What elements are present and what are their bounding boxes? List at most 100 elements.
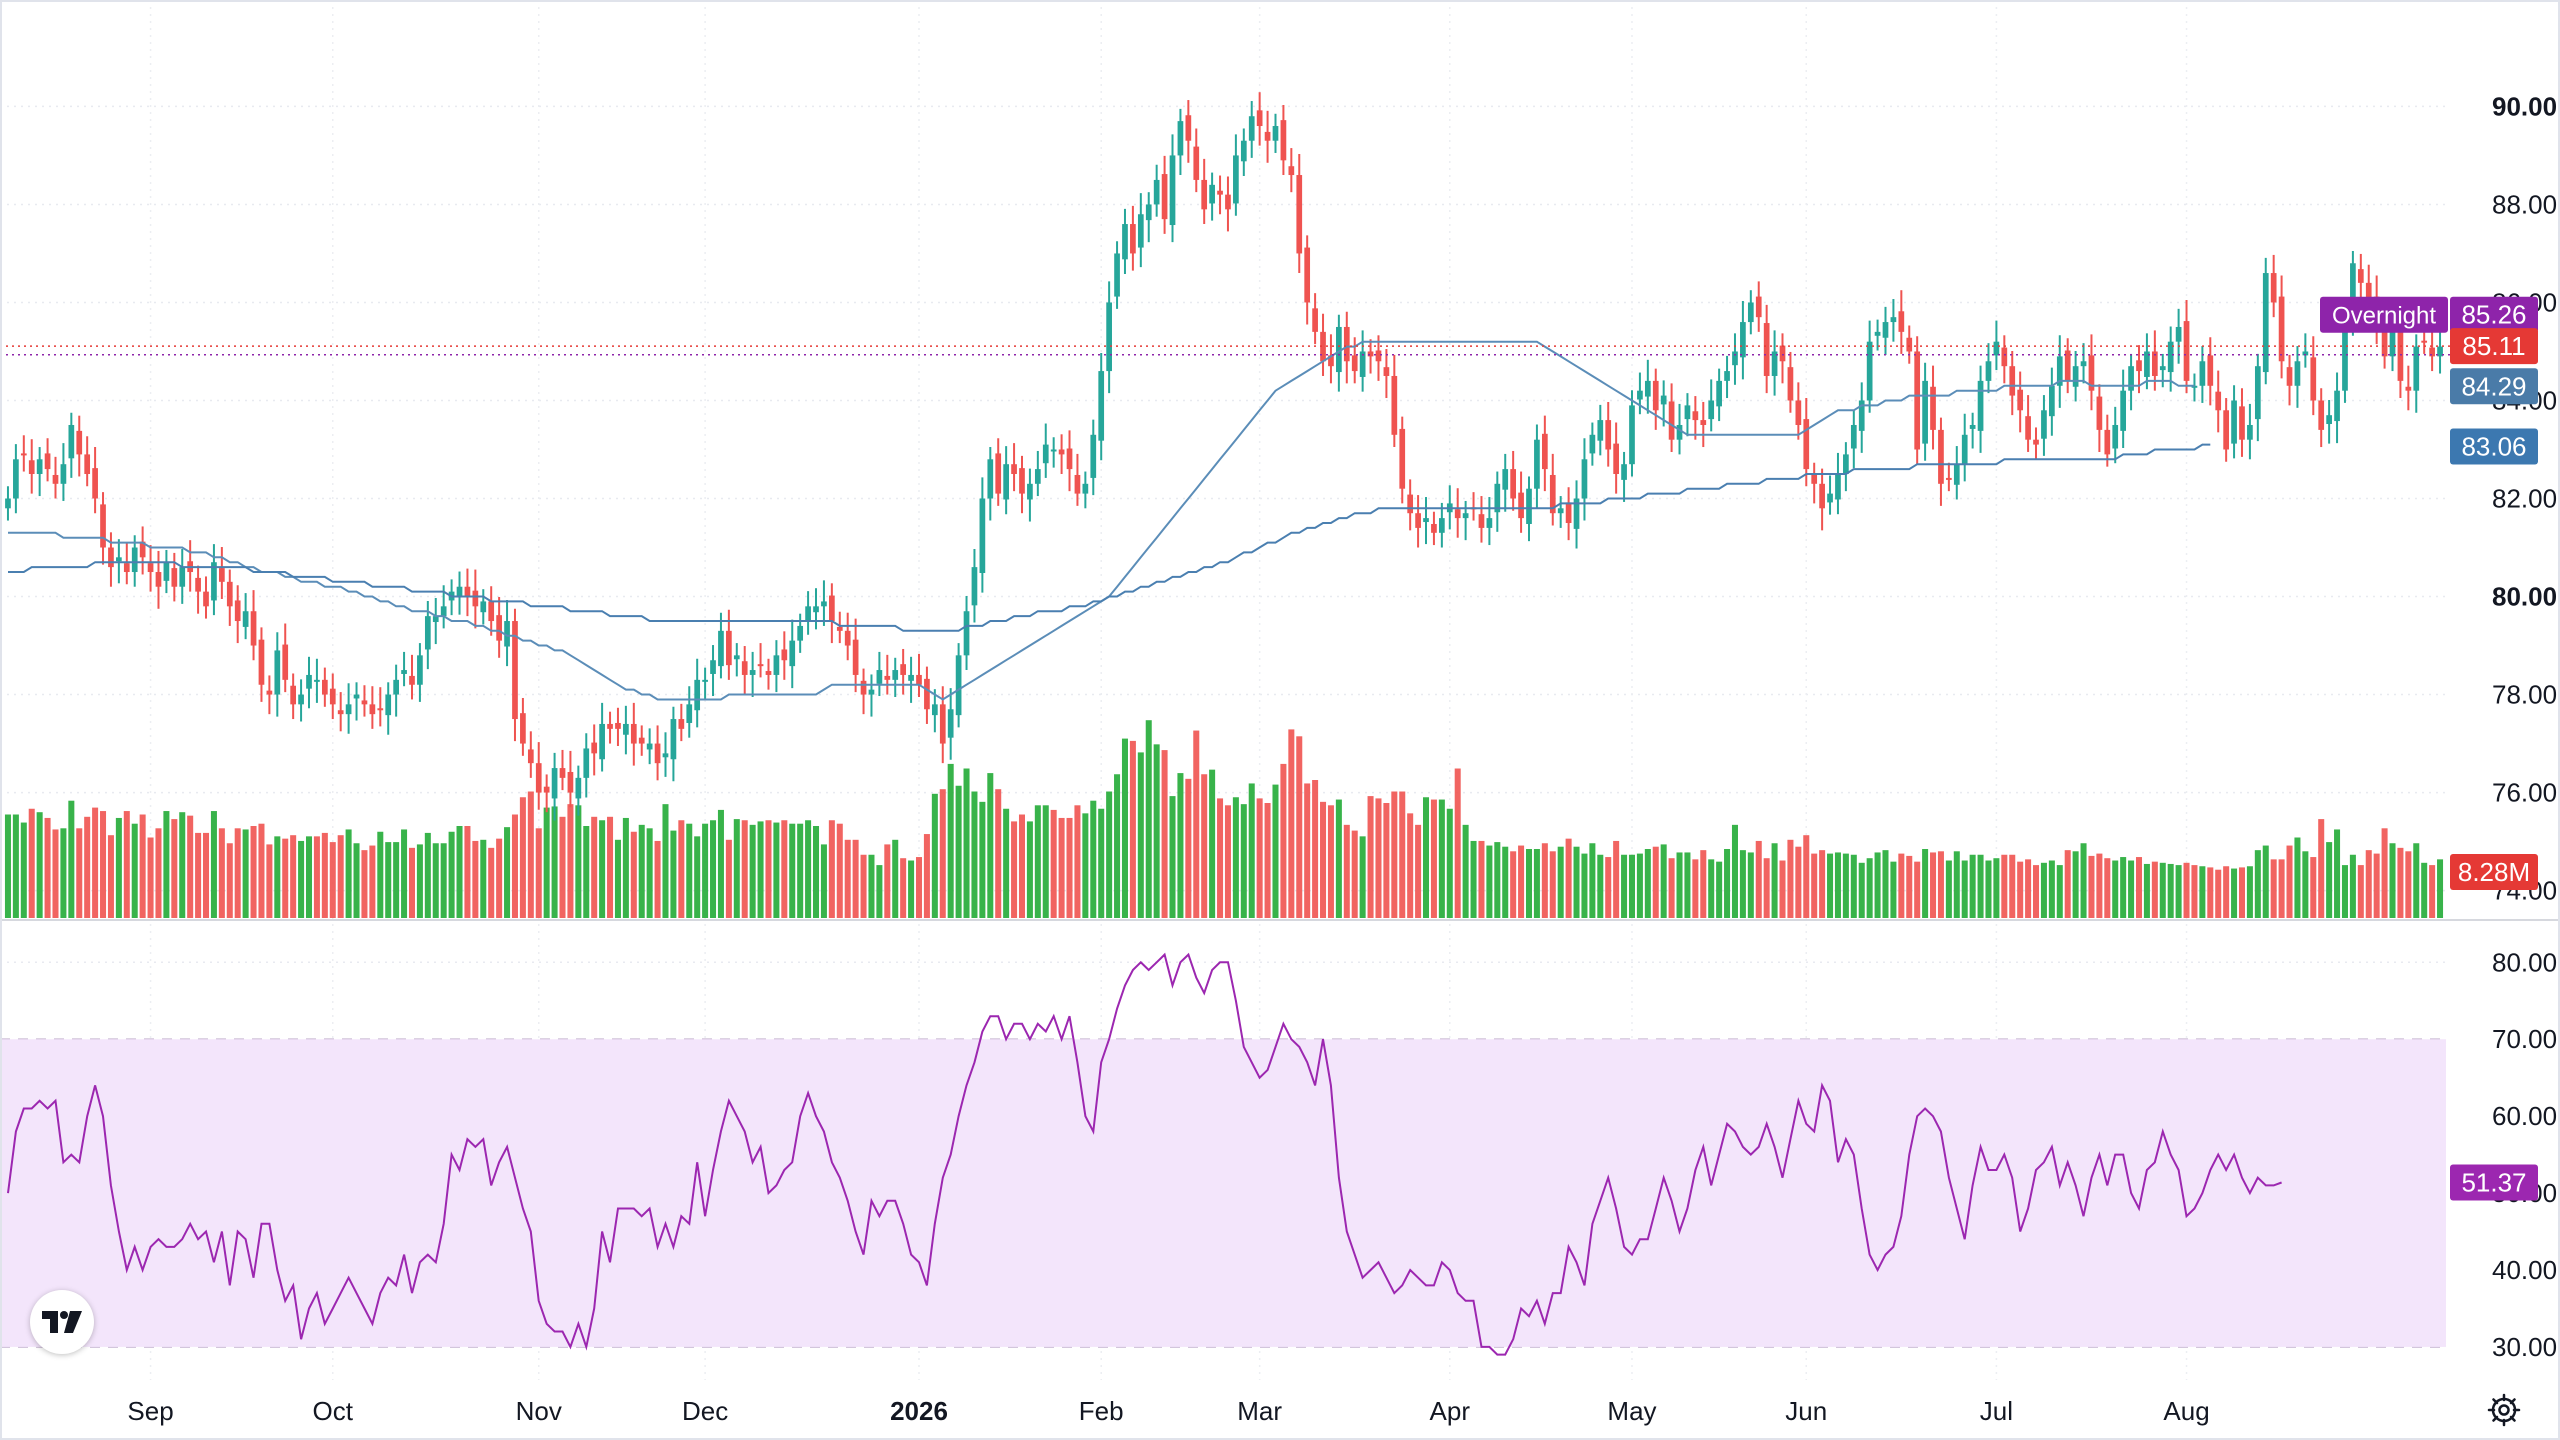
rsi-value-label: 51.37 (2461, 1168, 2526, 1198)
rsi-overbought-oversold-band (0, 1039, 2446, 1347)
volume-bar (1850, 854, 1857, 918)
candle-body (1336, 326, 1342, 373)
volume-bar (2088, 855, 2095, 918)
volume-bar (369, 845, 376, 918)
candle-body (1502, 469, 1509, 490)
volume-bar (163, 811, 170, 918)
volume-bar (2246, 866, 2253, 918)
volume-bar (1359, 836, 1366, 918)
volume-bar (591, 816, 598, 918)
volume-bar (813, 826, 820, 918)
candle-body (1161, 174, 1168, 220)
candle-body (1795, 400, 1802, 425)
candle-body (1462, 513, 1469, 519)
volume-bar (60, 828, 67, 918)
candle-body (1724, 371, 1730, 381)
candle-body (1486, 518, 1493, 528)
rsi-value-tag (2450, 1164, 2538, 1201)
volume-bar (52, 829, 59, 918)
time-axis: Sep Oct Nov Dec 2026 Feb Mar Apr May Jun Jul Aug (127, 1396, 2209, 1426)
volume-bar (1438, 799, 1445, 918)
candle-body (1740, 322, 1746, 358)
candle-body (2334, 390, 2340, 422)
gear-icon[interactable] (2486, 1392, 2522, 1428)
volume-bar (892, 839, 899, 918)
volume-tag-value: 8.28M (2458, 857, 2530, 887)
volume-bar (1668, 858, 1675, 918)
volume-bar (385, 842, 392, 918)
volume-bar (971, 791, 978, 918)
volume-bar (844, 839, 851, 918)
candle-body (527, 749, 534, 764)
volume-bar (575, 805, 582, 918)
candle-body (100, 504, 106, 548)
volume-bar (100, 811, 107, 918)
price-tag-value: 85.11 (2462, 331, 2525, 361)
candle-body (1312, 308, 1318, 332)
candle-body (623, 723, 629, 735)
candle-body (1137, 214, 1144, 248)
candle-body (2041, 410, 2047, 439)
candle-body (876, 670, 883, 684)
candle-body (836, 626, 843, 631)
reference-line (0, 345, 2450, 356)
price-tick-label: 90.00 (2492, 91, 2557, 121)
price-tick-label: 82.00 (2492, 484, 2557, 514)
volume-bar (1993, 858, 2000, 918)
moving-averages (8, 340, 2211, 701)
volume-bar (171, 819, 178, 918)
candle-body (155, 572, 162, 587)
volume-bar (607, 816, 614, 918)
candle-body (1541, 433, 1548, 470)
volume-bar (1589, 843, 1596, 918)
volume-bar (1193, 730, 1200, 918)
candle-body (1835, 474, 1841, 500)
volume-bar (218, 828, 225, 918)
candle-body (638, 737, 645, 744)
volume-bar (1613, 840, 1620, 918)
tradingview-logo-icon[interactable] (30, 1290, 94, 1354)
volume-bar (2421, 862, 2428, 918)
volume-bar (44, 817, 51, 918)
volume-bars (4, 720, 2444, 918)
volume-bar (1597, 854, 1604, 918)
volume-bar (1248, 783, 1255, 918)
candle-body (1019, 468, 1025, 494)
candle-body (2049, 385, 2055, 417)
candle-body (2080, 361, 2087, 367)
volume-bar (282, 838, 289, 918)
candle-body (1977, 380, 1984, 431)
candle-body (1605, 420, 1612, 450)
candle-body (1993, 341, 2000, 356)
volume-bar (2437, 859, 2444, 918)
volume-bar (1462, 824, 1469, 918)
candle-body (1946, 477, 1952, 480)
volume-bar (947, 763, 954, 918)
candle-body (860, 680, 867, 695)
candle-body (2175, 326, 2182, 342)
volume-bar (1240, 804, 1247, 918)
volume-bar (1890, 861, 1897, 918)
candle-body (1011, 464, 1017, 474)
candle-body (28, 460, 35, 474)
volume-bar (1724, 849, 1731, 918)
candle-body (266, 690, 273, 695)
time-tick-label: Jun (1785, 1396, 1827, 1426)
volume-bar (1137, 752, 1144, 918)
volume-bar (2334, 829, 2341, 918)
volume-bar (923, 834, 930, 918)
candle-body (92, 468, 98, 499)
volume-bar (733, 819, 740, 918)
volume-bar (2429, 865, 2436, 918)
candle-body (1898, 311, 1905, 332)
volume-bar (915, 857, 923, 918)
candle-body (44, 453, 51, 470)
candle-body (2088, 355, 2095, 391)
candle-body (1803, 419, 1810, 470)
candle-body (1882, 322, 1889, 338)
candle-body (2167, 341, 2174, 373)
candle-body (630, 723, 637, 744)
candle-body (298, 694, 304, 705)
candle-body (1866, 341, 1873, 401)
